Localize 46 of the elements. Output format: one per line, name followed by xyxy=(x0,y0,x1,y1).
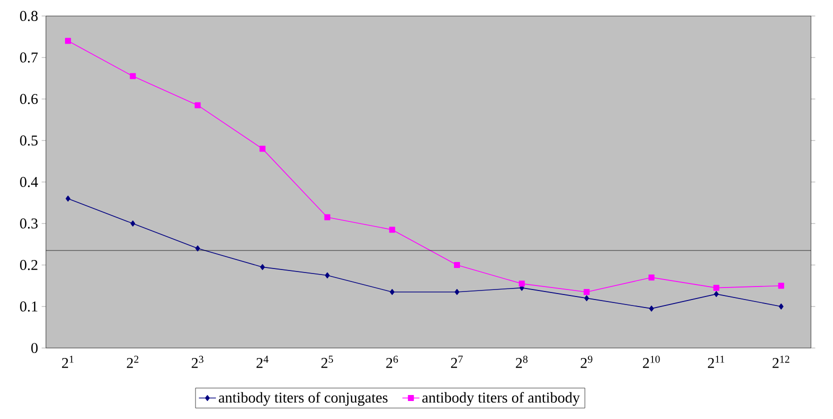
point xyxy=(130,220,136,226)
point xyxy=(324,214,330,220)
point xyxy=(65,38,71,44)
point xyxy=(584,295,589,302)
point xyxy=(454,262,460,268)
point xyxy=(66,196,70,202)
point xyxy=(389,226,396,233)
y-tick-label: 0 xyxy=(31,342,38,354)
legend-label: antibody titers of conjugates xyxy=(218,392,388,406)
y-tick-label: 0.2 xyxy=(20,260,38,270)
point xyxy=(324,272,330,278)
y-tick-label: 0.7 xyxy=(20,52,38,63)
x-tick-label: 2$^{8}$ xyxy=(516,356,528,368)
y-tick-label: 0.8 xyxy=(20,10,38,22)
x-tick-label: 2$^{2}$ xyxy=(126,356,138,368)
x-tick-label: 2$^{6}$ xyxy=(386,356,398,368)
point xyxy=(778,282,784,289)
y-tick-label: 0.6 xyxy=(20,94,38,104)
point xyxy=(130,73,136,80)
point xyxy=(778,304,784,310)
point xyxy=(390,288,394,295)
point xyxy=(518,280,525,287)
x-tick-label: 2$^{9}$ xyxy=(580,356,592,368)
x-tick-label: 2$^{4}$ xyxy=(256,356,268,368)
y-tick-label: 0.5 xyxy=(20,135,38,146)
x-tick-label: 2$^{5}$ xyxy=(321,356,334,368)
x-tick-label: 2$^{12}$ xyxy=(772,356,790,368)
point xyxy=(260,146,266,152)
y-tick-label: 0.4 xyxy=(20,176,38,188)
point xyxy=(195,245,200,252)
x-tick-label: 2$^{10}$ xyxy=(642,356,660,368)
point xyxy=(454,288,460,295)
point xyxy=(648,274,654,280)
x-tick-label: 2$^{11}$ xyxy=(708,356,724,368)
y-tick-label: 0.3 xyxy=(20,218,38,229)
legend-label: antibody titers of antibody xyxy=(422,392,580,406)
point xyxy=(194,102,201,108)
x-tick-label: 2$^{3}$ xyxy=(192,356,204,368)
y-tick-label: 0.1 xyxy=(20,301,38,312)
point xyxy=(713,284,720,291)
x-tick-label: 2$^{7}$ xyxy=(451,356,463,368)
point xyxy=(649,306,654,312)
point xyxy=(584,288,590,295)
point xyxy=(714,291,719,298)
point xyxy=(260,264,265,270)
x-tick-label: 2$^{1}$ xyxy=(62,356,74,368)
